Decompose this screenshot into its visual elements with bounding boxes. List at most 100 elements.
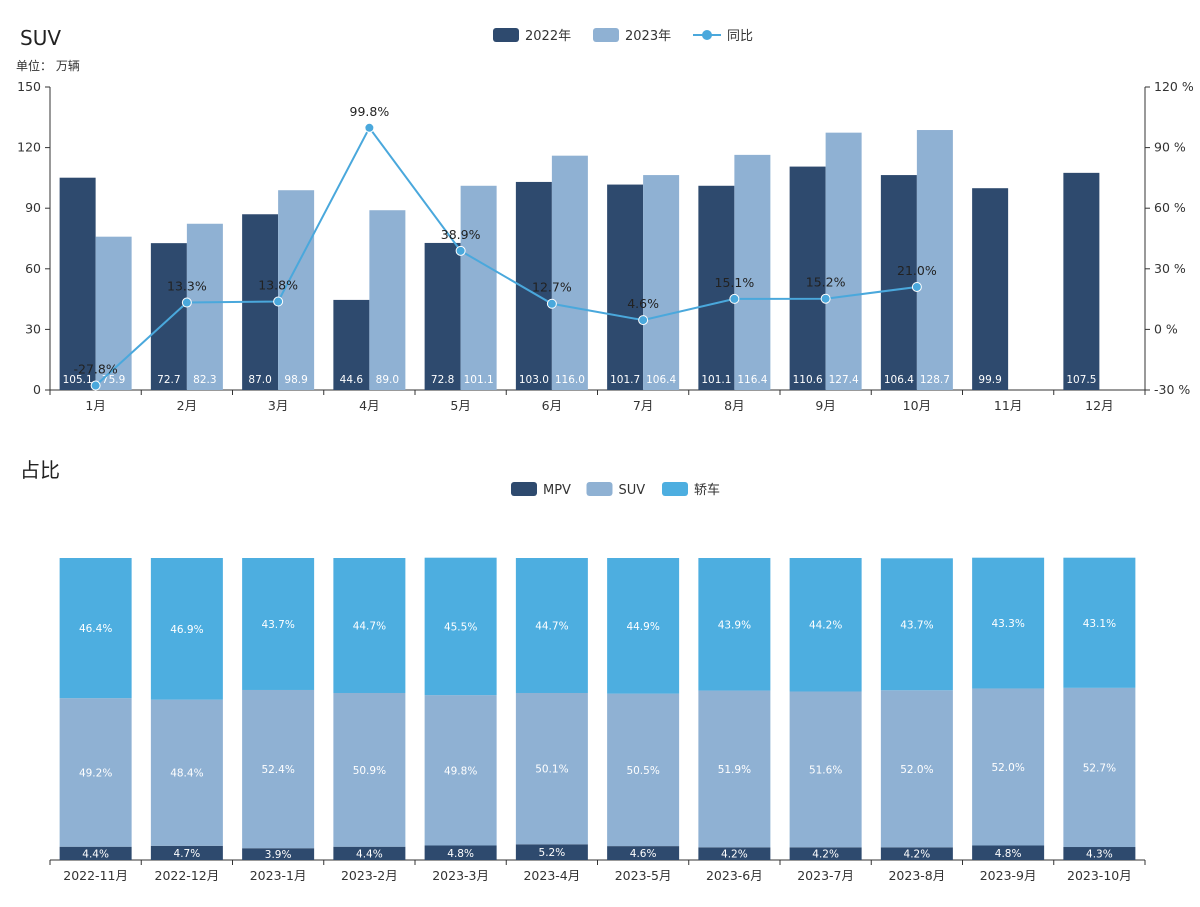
stack-label: 52.0%	[991, 762, 1024, 774]
bar-label: 75.9	[102, 374, 125, 386]
share-x-tick-label: 2023-3月	[432, 868, 489, 883]
bar	[734, 154, 771, 390]
stack-label: 4.2%	[904, 849, 931, 861]
legend-swatch	[511, 482, 537, 496]
stack-segment	[972, 845, 1045, 860]
bar	[150, 243, 187, 390]
bar	[59, 177, 96, 390]
stack-label: 50.5%	[626, 765, 659, 777]
stack-label: 4.7%	[174, 848, 201, 860]
left-y-tick-label: 30	[25, 321, 41, 336]
bar-label: 127.4	[829, 374, 859, 386]
stack-label: 5.2%	[539, 847, 566, 859]
right-y-tick-label: 90 %	[1154, 140, 1186, 155]
stack-segment	[789, 558, 862, 692]
bar	[880, 175, 917, 390]
stack-label: 43.7%	[261, 619, 294, 631]
stack-segment	[150, 558, 223, 700]
bar	[186, 223, 223, 390]
x-tick-label: 10月	[903, 398, 931, 413]
yoy-point	[820, 293, 831, 304]
bar-label: 87.0	[248, 374, 271, 386]
stack-label: 51.6%	[809, 764, 842, 776]
x-tick-label: 7月	[633, 398, 653, 413]
stack-segment	[1063, 847, 1136, 860]
stack-label: 52.4%	[261, 764, 294, 776]
legend-label: 轿车	[694, 482, 720, 498]
bar-label: 101.1	[464, 374, 494, 386]
share-x-tick-label: 2023-7月	[797, 868, 854, 883]
bar	[95, 236, 132, 390]
stack-label: 50.1%	[535, 764, 568, 776]
bar	[643, 175, 680, 390]
right-y-tick-label: 120 %	[1154, 79, 1194, 94]
stack-segment	[607, 693, 680, 847]
bar	[916, 130, 953, 390]
stack-label: 44.2%	[809, 620, 842, 632]
share-x-tick-label: 2023-1月	[250, 868, 307, 883]
yoy-label: 13.8%	[258, 278, 298, 293]
stack-label: 52.0%	[900, 764, 933, 776]
bar-label: 44.6	[340, 374, 364, 386]
yoy-point	[455, 245, 466, 256]
bar-label: 128.7	[920, 374, 950, 386]
stack-segment	[607, 558, 680, 694]
bar-label: 110.6	[793, 374, 823, 386]
x-tick-label: 2月	[177, 398, 197, 413]
right-y-tick-label: 30 %	[1154, 261, 1186, 276]
bar-label: 101.1	[701, 374, 731, 386]
stack-label: 4.8%	[995, 848, 1022, 860]
x-tick-label: 5月	[450, 398, 470, 413]
stack-segment	[698, 558, 771, 691]
x-tick-label: 8月	[724, 398, 744, 413]
stack-label: 51.9%	[718, 764, 751, 776]
legend-label: 2023年	[625, 29, 671, 44]
stack-segment	[880, 847, 953, 860]
stack-label: 4.2%	[721, 849, 748, 861]
bar-label: 82.3	[193, 374, 216, 386]
stack-label: 4.6%	[630, 848, 657, 860]
stack-segment	[972, 688, 1045, 846]
legend-label: 2022年	[525, 29, 571, 44]
share-x-tick-label: 2022-11月	[63, 868, 128, 883]
yoy-polyline	[94, 125, 918, 387]
stack-segment	[150, 845, 223, 860]
bar	[607, 184, 644, 390]
stack-label: 50.9%	[353, 765, 386, 777]
suv-bars: 105.1 75.9 72.7 82.3 87.0 98.9 44.6 89.0 72.8 101…	[59, 130, 1100, 391]
stack-label: 45.5%	[444, 621, 477, 633]
stack-segment	[880, 690, 953, 848]
bar-label: 72.8	[431, 374, 454, 386]
legend-label: 同比	[727, 29, 753, 44]
legend-swatch	[662, 482, 688, 496]
stack-segment	[1063, 557, 1136, 688]
stack-segment	[59, 698, 132, 847]
share-axes: 2022-11月 2022-12月 2023-1月 2023-2月 2023-3月 202…	[49, 859, 1146, 883]
yoy-point	[729, 293, 740, 304]
bar	[972, 188, 1009, 390]
yoy-point	[364, 122, 375, 133]
bar-label: 72.7	[157, 374, 180, 386]
stack-segment	[424, 695, 497, 846]
share-x-tick-label: 2023-9月	[980, 868, 1037, 883]
stack-segment	[242, 689, 315, 849]
yoy-label: 13.3%	[167, 279, 207, 294]
suv-yoy-line: -27.8% 13.3% 13.8% 99.8% 38.9% 12.7% 4.6% 15.1%…	[74, 104, 937, 391]
left-y-tick-label: 90	[25, 200, 41, 215]
bar-label: 89.0	[376, 374, 399, 386]
legend-swatch	[493, 28, 519, 42]
stack-label: 43.3%	[991, 618, 1024, 630]
bar-label: 99.9	[978, 374, 1001, 386]
stack-label: 4.4%	[82, 848, 109, 860]
bar-label: 98.9	[284, 374, 307, 386]
stack-segment	[59, 846, 132, 860]
share-x-tick-label: 2023-4月	[523, 868, 580, 883]
suv-legend: 2022年 2023年 同比	[493, 28, 753, 44]
stack-label: 46.9%	[170, 624, 203, 636]
right-y-tick-label: 0 %	[1154, 321, 1178, 336]
bar	[789, 166, 826, 390]
left-y-tick-label: 0	[33, 382, 41, 397]
legend-label: MPV	[543, 483, 571, 498]
stack-segment	[698, 690, 771, 848]
